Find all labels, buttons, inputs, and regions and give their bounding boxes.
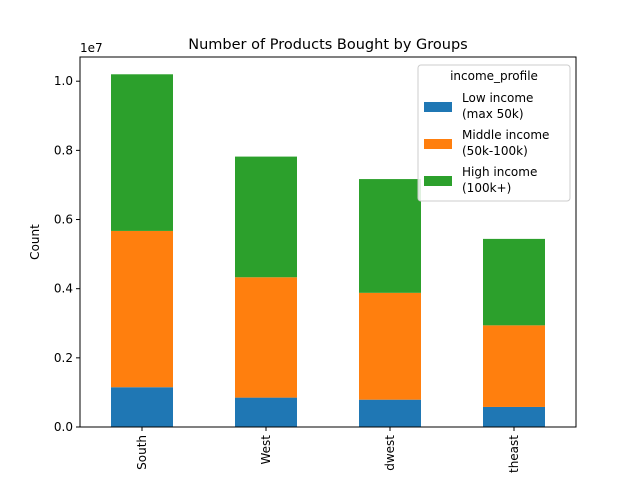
- bar-south-series-0: [111, 387, 173, 427]
- bar-south-series-1: [111, 230, 173, 388]
- chart-title: Number of Products Bought by Groups: [188, 37, 467, 53]
- y-tick-label-5: 1.0: [54, 74, 73, 88]
- legend-swatch-2: [424, 176, 452, 186]
- x-axis: South West dwest theast: [135, 427, 521, 473]
- x-tick-label-3: theast: [507, 435, 521, 473]
- bar-northeast-series-0: [483, 406, 545, 427]
- bar-midwest-series-2: [359, 179, 421, 293]
- x-tick-label-1: West: [259, 435, 273, 465]
- legend: income_profile Low income (max 50k) Middle…: [417, 64, 571, 202]
- bar-south-series-2: [111, 74, 173, 231]
- legend-title: income_profile: [450, 69, 538, 83]
- y-offset-text: 1e7: [80, 41, 103, 55]
- y-axis-label: Count: [28, 224, 42, 260]
- y-tick-label-2: 0.4: [54, 282, 73, 296]
- legend-swatch-1: [424, 139, 452, 149]
- bars-layer: [111, 74, 545, 427]
- bar-west-series-0: [235, 397, 297, 427]
- bar-west-series-1: [235, 277, 297, 398]
- legend-label-1-line-1: (50k-100k): [462, 144, 528, 158]
- bar-midwest-series-1: [359, 292, 421, 400]
- bar-midwest-series-0: [359, 399, 421, 427]
- x-tick-label-0: South: [135, 435, 149, 470]
- legend-label-2-line-1: (100k+): [462, 181, 511, 195]
- y-axis: 0.0 0.2 0.4 0.6 0.8 1.0: [54, 74, 80, 434]
- bar-northeast-series-2: [483, 238, 545, 326]
- bar-northeast-series-1: [483, 325, 545, 407]
- legend-box: [417, 64, 571, 202]
- y-tick-label-3: 0.6: [54, 213, 73, 227]
- legend-label-0-line-1: (max 50k): [462, 107, 524, 121]
- legend-label-2-line-0: High income: [462, 165, 537, 179]
- x-tick-label-2: dwest: [383, 435, 397, 471]
- legend-swatch-0: [424, 102, 452, 112]
- legend-label-1-line-0: Middle income: [462, 128, 549, 142]
- bar-west-series-2: [235, 156, 297, 278]
- y-tick-label-4: 0.8: [54, 143, 73, 157]
- legend-label-0-line-0: Low income: [462, 91, 533, 105]
- y-tick-label-1: 0.2: [54, 351, 73, 365]
- plot-frame: [79, 56, 577, 428]
- y-tick-label-0: 0.0: [54, 420, 73, 434]
